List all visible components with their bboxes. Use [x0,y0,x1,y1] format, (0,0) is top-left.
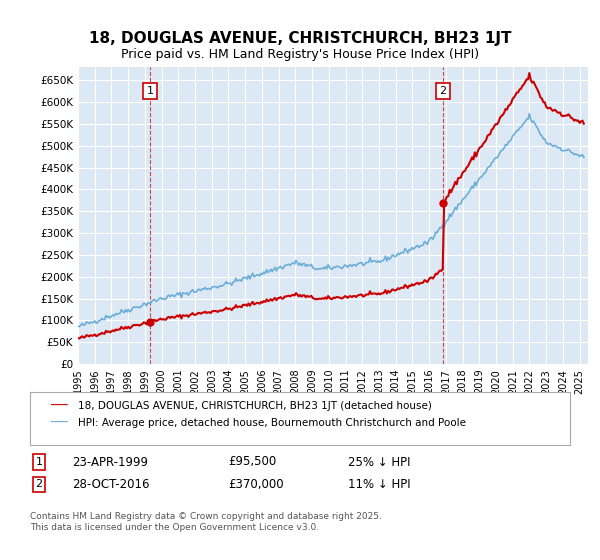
Text: Contains HM Land Registry data © Crown copyright and database right 2025.
This d: Contains HM Land Registry data © Crown c… [30,512,382,532]
Text: 28-OCT-2016: 28-OCT-2016 [72,478,149,491]
Text: ——: —— [51,416,68,430]
Text: 2: 2 [35,479,43,489]
Text: 1: 1 [35,457,43,467]
Text: 23-APR-1999: 23-APR-1999 [72,455,148,469]
Text: 11% ↓ HPI: 11% ↓ HPI [348,478,410,491]
Text: Price paid vs. HM Land Registry's House Price Index (HPI): Price paid vs. HM Land Registry's House … [121,48,479,60]
Text: 18, DOUGLAS AVENUE, CHRISTCHURCH, BH23 1JT: 18, DOUGLAS AVENUE, CHRISTCHURCH, BH23 1… [89,31,511,46]
Text: ——: —— [51,399,68,413]
Text: £95,500: £95,500 [228,455,276,469]
Text: 25% ↓ HPI: 25% ↓ HPI [348,455,410,469]
Text: £370,000: £370,000 [228,478,284,491]
Text: HPI: Average price, detached house, Bournemouth Christchurch and Poole: HPI: Average price, detached house, Bour… [78,418,466,428]
Text: 2: 2 [439,86,446,96]
Text: 18, DOUGLAS AVENUE, CHRISTCHURCH, BH23 1JT (detached house): 18, DOUGLAS AVENUE, CHRISTCHURCH, BH23 1… [78,401,432,411]
Text: 1: 1 [147,86,154,96]
